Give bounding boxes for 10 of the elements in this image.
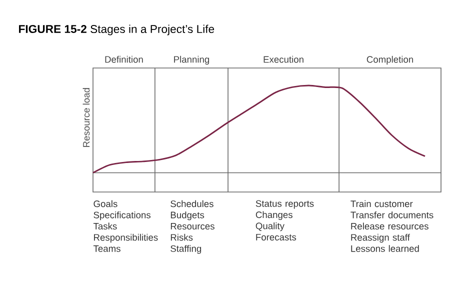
text: Definition [105,56,143,63]
chart-title: FIGURE 15-2 Stages in a Project’s Life [19,24,214,36]
text: Status reports Changes Quality Forecasts [256,200,314,240]
y-axis-title: Resource load [82,88,90,147]
text: Planning [174,56,210,65]
text: Goals Specifications Tasks Responsibilities Teams [93,200,158,252]
text: Train customer Transfer documents Release resources Reassign staff Lessons learned [350,200,434,252]
text: Schedules Budgets Resources Risks Staffing [170,200,214,254]
text: Execution [264,56,304,63]
text: Completion [366,56,414,65]
